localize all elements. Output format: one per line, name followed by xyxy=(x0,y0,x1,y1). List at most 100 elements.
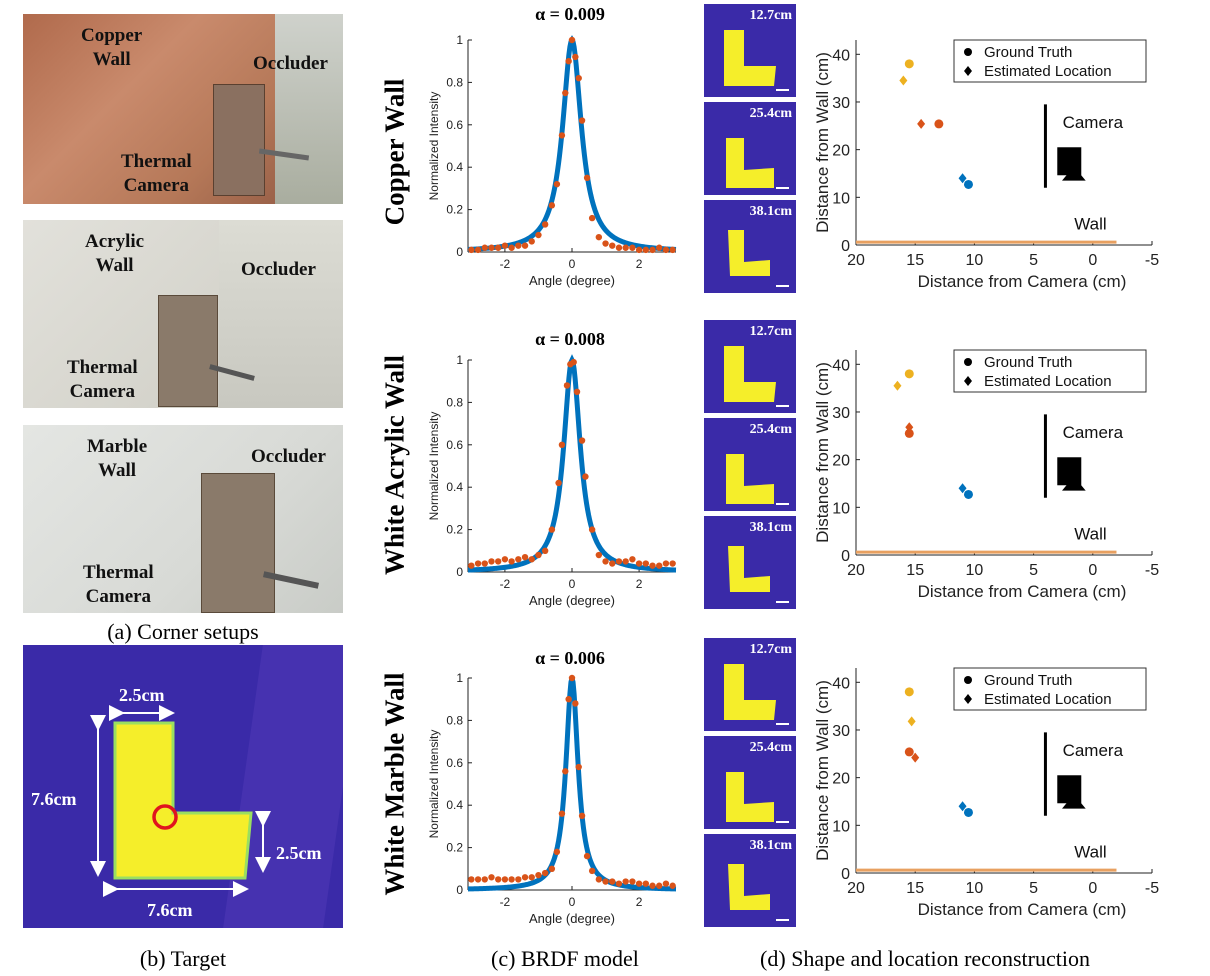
x-tick-label: 5 xyxy=(1029,252,1038,269)
thumbnail-distance-label: 38.1cm xyxy=(749,520,792,535)
x-tick-label: 20 xyxy=(847,880,865,897)
brdf-title-1: α = 0.009 xyxy=(535,4,605,24)
y-tick-label: 0 xyxy=(456,245,463,259)
row-label-marble: White Marble Wall xyxy=(379,672,410,896)
marble-wall-label: Marble Wall xyxy=(87,436,148,481)
camera-label: Camera xyxy=(1063,741,1124,760)
measured-point xyxy=(622,878,629,885)
reconstructed-l-shape xyxy=(726,138,774,188)
y-tick-label: 0 xyxy=(841,866,850,883)
reconstructed-l-shape xyxy=(724,30,776,86)
measured-point xyxy=(528,874,535,881)
target-center-marker xyxy=(152,804,178,830)
acrylic-setup-photo: Acrylic Wall Occluder Thermal Camera xyxy=(23,220,343,408)
measured-point xyxy=(494,244,502,251)
measured-point xyxy=(629,556,636,563)
measured-point xyxy=(508,876,515,883)
y-tick-label: 0.4 xyxy=(446,798,463,812)
measured-point xyxy=(535,871,542,879)
x-tick-label: 0 xyxy=(569,257,576,271)
scale-bar xyxy=(776,405,789,407)
measured-point xyxy=(635,880,643,887)
copper-setup-photo: Copper Wall Occluder Thermal Camera xyxy=(23,14,343,204)
measured-point xyxy=(602,878,609,885)
measured-point xyxy=(562,89,569,97)
measured-point xyxy=(481,244,488,251)
measured-point xyxy=(649,562,656,569)
ground-truth-point xyxy=(963,489,973,499)
reconstruction-thumbnail: 12.7cm xyxy=(704,4,796,97)
y-tick-label: 0.2 xyxy=(446,841,463,855)
row-label-copper: Copper Wall xyxy=(379,78,410,226)
ground-truth-point xyxy=(963,179,973,189)
x-tick-label: 0 xyxy=(1088,562,1097,579)
estimated-point xyxy=(893,380,902,391)
measured-point xyxy=(583,852,591,860)
ground-truth-point xyxy=(904,59,914,69)
measured-point xyxy=(575,74,582,82)
measured-point xyxy=(515,556,522,563)
measured-point xyxy=(588,867,596,875)
measured-point xyxy=(635,560,643,567)
thermal-camera-body xyxy=(158,295,218,407)
measured-point xyxy=(541,547,549,554)
y-tick-label: 0.4 xyxy=(446,480,463,494)
y-tick-label: 0.2 xyxy=(446,203,463,217)
y-tick-label: 0.8 xyxy=(446,75,463,89)
measured-point xyxy=(515,242,522,249)
model-fit-line xyxy=(467,354,677,573)
scale-bar xyxy=(776,821,789,823)
measured-point xyxy=(570,358,577,366)
measured-point xyxy=(662,560,670,567)
dim-label-top: 2.5cm xyxy=(119,685,165,705)
thermal-camera-body xyxy=(213,84,265,196)
x-tick-label: 10 xyxy=(966,880,984,897)
wall-label: Wall xyxy=(1074,525,1106,544)
location-chart-marble: 0 10 20 30 40 20 15 10 5 0 -5 Distance from Camera … xyxy=(813,667,1159,919)
legend-ground-truth-label: Ground Truth xyxy=(984,354,1072,371)
x-tick-label: -5 xyxy=(1145,880,1159,897)
reconstruction-thumbnail: 38.1cm xyxy=(704,200,796,293)
thermal-camera-label-1: Thermal Camera xyxy=(121,151,192,196)
measured-point xyxy=(468,876,475,883)
measured-point xyxy=(568,674,576,682)
y-tick-label: 20 xyxy=(832,771,850,788)
measured-point xyxy=(578,812,586,819)
marble-setup-photo: Marble Wall Occluder Thermal Camera xyxy=(23,425,343,613)
ground-truth-point xyxy=(904,428,914,438)
caption-c: (c) BRDF model xyxy=(491,946,639,971)
measured-point xyxy=(669,882,676,889)
measured-point xyxy=(548,202,556,209)
camera-label: Camera xyxy=(1063,423,1124,442)
measured-point xyxy=(595,551,603,559)
measured-point xyxy=(535,551,542,559)
estimated-point xyxy=(958,483,967,494)
scale-bar xyxy=(776,285,789,287)
x-tick-label: 15 xyxy=(906,562,924,579)
measured-point xyxy=(501,556,509,563)
y-tick-label: 0.2 xyxy=(446,523,463,537)
measured-point xyxy=(521,874,529,881)
measured-point xyxy=(595,233,603,241)
x-tick-label: 15 xyxy=(906,252,924,269)
caption-a: (a) Corner setups xyxy=(107,619,259,644)
reconstruction-thumbnail: 38.1cm xyxy=(704,516,796,609)
measured-point xyxy=(609,242,616,249)
y-tick-label: 0 xyxy=(456,565,463,579)
measured-point xyxy=(642,560,650,567)
measured-point xyxy=(541,869,549,877)
x-tick-label: 5 xyxy=(1029,880,1038,897)
reconstructed-shape xyxy=(728,230,770,276)
measured-point xyxy=(528,238,535,245)
x-axis-title: Angle (degree) xyxy=(529,593,615,608)
x-tick-label: -2 xyxy=(500,895,511,909)
ground-truth-point xyxy=(963,807,973,817)
x-axis-title: Distance from Camera (cm) xyxy=(918,272,1127,291)
thumbnail-distance-label: 25.4cm xyxy=(749,422,792,437)
x-tick-label: -5 xyxy=(1145,562,1159,579)
thumbnail-distance-label: 25.4cm xyxy=(749,740,792,755)
reconstructed-l-shape xyxy=(728,864,770,910)
thumbnail-distance-label: 25.4cm xyxy=(749,106,792,121)
l-shape-target xyxy=(113,721,253,880)
measured-point xyxy=(528,556,535,563)
